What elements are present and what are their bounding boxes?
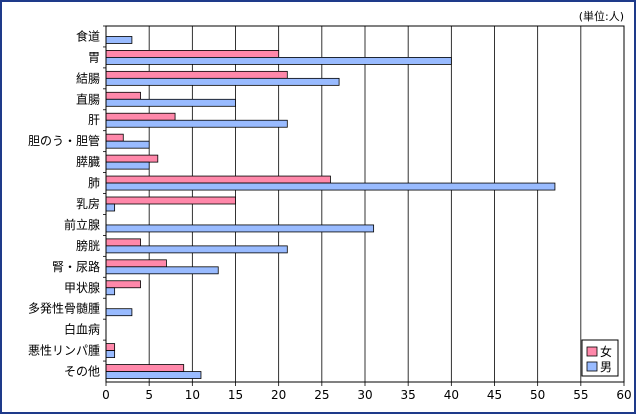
bar-male [105,98,236,107]
x-tick-label: 15 [228,388,243,402]
bar-male [105,224,375,233]
bar-male [105,182,556,191]
bar-male [105,161,150,170]
category-label: 多発性骨髄腫 [28,301,100,316]
category-label: 膀胱 [76,238,100,253]
bar-female [105,259,167,268]
bar-male [105,371,202,379]
x-tick-label: 0 [102,388,110,402]
x-tick-label: 10 [185,388,200,402]
legend-swatch [586,346,598,357]
x-tick-label: 20 [271,388,286,402]
category-label: 悪性リンパ腫 [28,344,100,358]
bar-male [105,203,116,212]
legend-label: 女 [600,344,612,359]
bar-male [105,77,340,86]
x-tick-label: 45 [487,388,502,402]
x-tick-label: 50 [530,388,545,402]
x-tick-label: 30 [357,388,372,402]
bar-female [105,175,331,184]
bar-female [105,112,176,121]
legend-swatch [586,361,598,372]
bar-female [105,50,280,58]
category-label: 膵臓 [76,155,100,169]
category-label: 胆のう・胆管 [28,133,100,148]
bar-male [105,57,452,65]
category-label: 腎・尿路 [52,259,100,274]
bar-female [105,154,159,163]
category-label: 乳房 [76,196,100,211]
bar-male [105,119,288,128]
x-tick-label: 25 [314,388,329,402]
category-label: 甲状腺 [64,281,100,295]
bar-male [105,245,288,254]
bar-male [105,350,116,358]
x-tick-label: 5 [145,388,153,402]
bar-female [105,364,185,372]
bar-male [105,308,133,317]
bar-male [105,36,133,44]
bar-female [105,70,288,79]
bar-female [105,196,236,205]
bar-female [105,280,141,289]
category-label: 直腸 [76,92,100,106]
x-tick-label: 60 [616,388,631,402]
bar-male [105,287,116,296]
bar-female [105,343,116,351]
bar-male [105,140,150,149]
unit-label: (単位:人) [578,10,624,23]
category-label: 肺 [88,176,100,190]
category-label: 前立腺 [64,217,100,232]
x-tick-label: 35 [401,388,416,402]
category-label: 食道 [76,28,100,43]
x-tick-label: 40 [444,388,459,402]
bar-female [105,133,124,142]
x-tick-label: 55 [573,388,588,402]
bar-female [105,91,141,100]
legend-label: 男 [600,360,612,374]
category-label: その他 [64,365,100,379]
category-label: 白血病 [64,322,100,337]
category-label: 胃 [88,50,100,64]
bar-female [105,238,141,247]
category-label: 結腸 [76,71,100,85]
category-label: 肝 [88,113,100,127]
bar-male [105,266,219,275]
